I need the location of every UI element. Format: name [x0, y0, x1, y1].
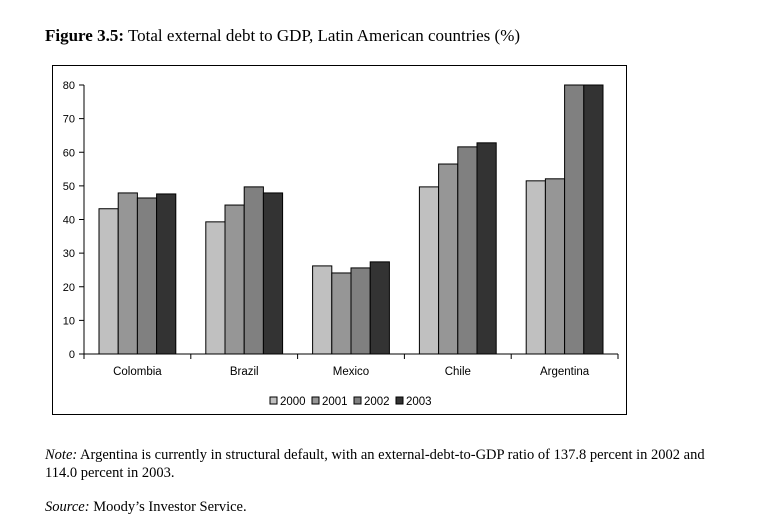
y-axis: 0 10 20 30 40 50 60 70 80 [63, 80, 85, 361]
y-tick-label: 70 [63, 114, 75, 126]
y-tick-label: 10 [63, 315, 75, 327]
figure-label: Figure 3.5: [45, 26, 125, 45]
legend-label: 2003 [406, 396, 432, 408]
y-tick-label: 50 [63, 181, 75, 193]
bar [136, 197, 158, 355]
bar [418, 186, 440, 355]
legend-label: 2001 [322, 396, 348, 408]
bar [156, 193, 177, 355]
figure-title: Figure 3.5: Total external debt to GDP, … [45, 26, 520, 46]
source-text: Moody’s Investor Service. [93, 499, 247, 515]
legend-label: 2002 [364, 396, 390, 408]
y-tick-label: 80 [63, 80, 75, 92]
bar [457, 146, 478, 355]
x-tick-label: Chile [445, 366, 471, 378]
bar [331, 272, 352, 355]
bar [438, 163, 459, 355]
bar [525, 180, 546, 355]
bar [205, 221, 226, 355]
note-label: Note: [45, 447, 78, 463]
bar [98, 208, 119, 355]
legend-swatch [269, 396, 278, 405]
x-tick-label: Brazil [230, 366, 259, 378]
bars [98, 84, 604, 355]
legend-swatch [311, 396, 320, 405]
x-axis: Colombia Brazil Mexico Chile Argentina [83, 353, 619, 378]
bar [564, 84, 585, 355]
legend: 2000 2001 2002 2003 [269, 396, 432, 408]
y-tick-label: 40 [63, 215, 75, 227]
legend-swatch [395, 396, 404, 405]
x-tick-label: Argentina [540, 366, 590, 378]
source: Source: Moody’s Investor Service. [45, 499, 247, 516]
bar [583, 84, 604, 355]
bar [544, 178, 566, 355]
bar [476, 142, 497, 355]
legend-swatch [353, 396, 362, 405]
bar [224, 204, 245, 355]
source-label: Source: [45, 499, 90, 515]
x-tick-label: Colombia [113, 366, 162, 378]
note: Note: Argentina is currently in structur… [45, 446, 715, 482]
bar [312, 265, 333, 355]
y-tick-label: 60 [63, 147, 75, 159]
bar [117, 192, 138, 355]
bar [262, 192, 284, 355]
note-text: Argentina is currently in structural def… [45, 447, 705, 481]
bar [243, 186, 264, 355]
legend-label: 2000 [280, 396, 306, 408]
x-tick-label: Mexico [333, 366, 369, 378]
figure-title-text: Total external debt to GDP, Latin Americ… [127, 26, 521, 45]
chart-frame [52, 65, 627, 415]
bar [369, 261, 390, 355]
bar [350, 267, 371, 355]
y-tick-label: 20 [63, 282, 75, 294]
y-tick-label: 0 [69, 349, 75, 361]
y-tick-label: 30 [63, 248, 75, 260]
